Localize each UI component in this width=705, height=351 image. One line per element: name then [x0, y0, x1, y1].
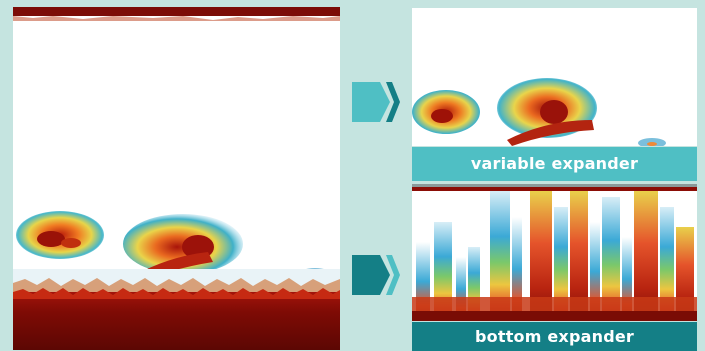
variable-expander-image [412, 78, 666, 146]
bottom-expander-image [412, 187, 697, 321]
variable-expander-label: variable expander [412, 147, 697, 181]
panel-divider [412, 184, 697, 187]
chevron-right-icon [352, 255, 400, 295]
arrow-to-variable-expander [352, 82, 400, 122]
bottom-expander-echogram [412, 187, 697, 321]
variable-expander-echogram [412, 8, 697, 146]
bottom-expander-label: bottom expander [412, 322, 697, 351]
arrow-to-bottom-expander [352, 255, 400, 295]
main-echogram-image [13, 7, 340, 350]
main-echogram [13, 7, 340, 350]
chevron-right-icon [352, 82, 400, 122]
